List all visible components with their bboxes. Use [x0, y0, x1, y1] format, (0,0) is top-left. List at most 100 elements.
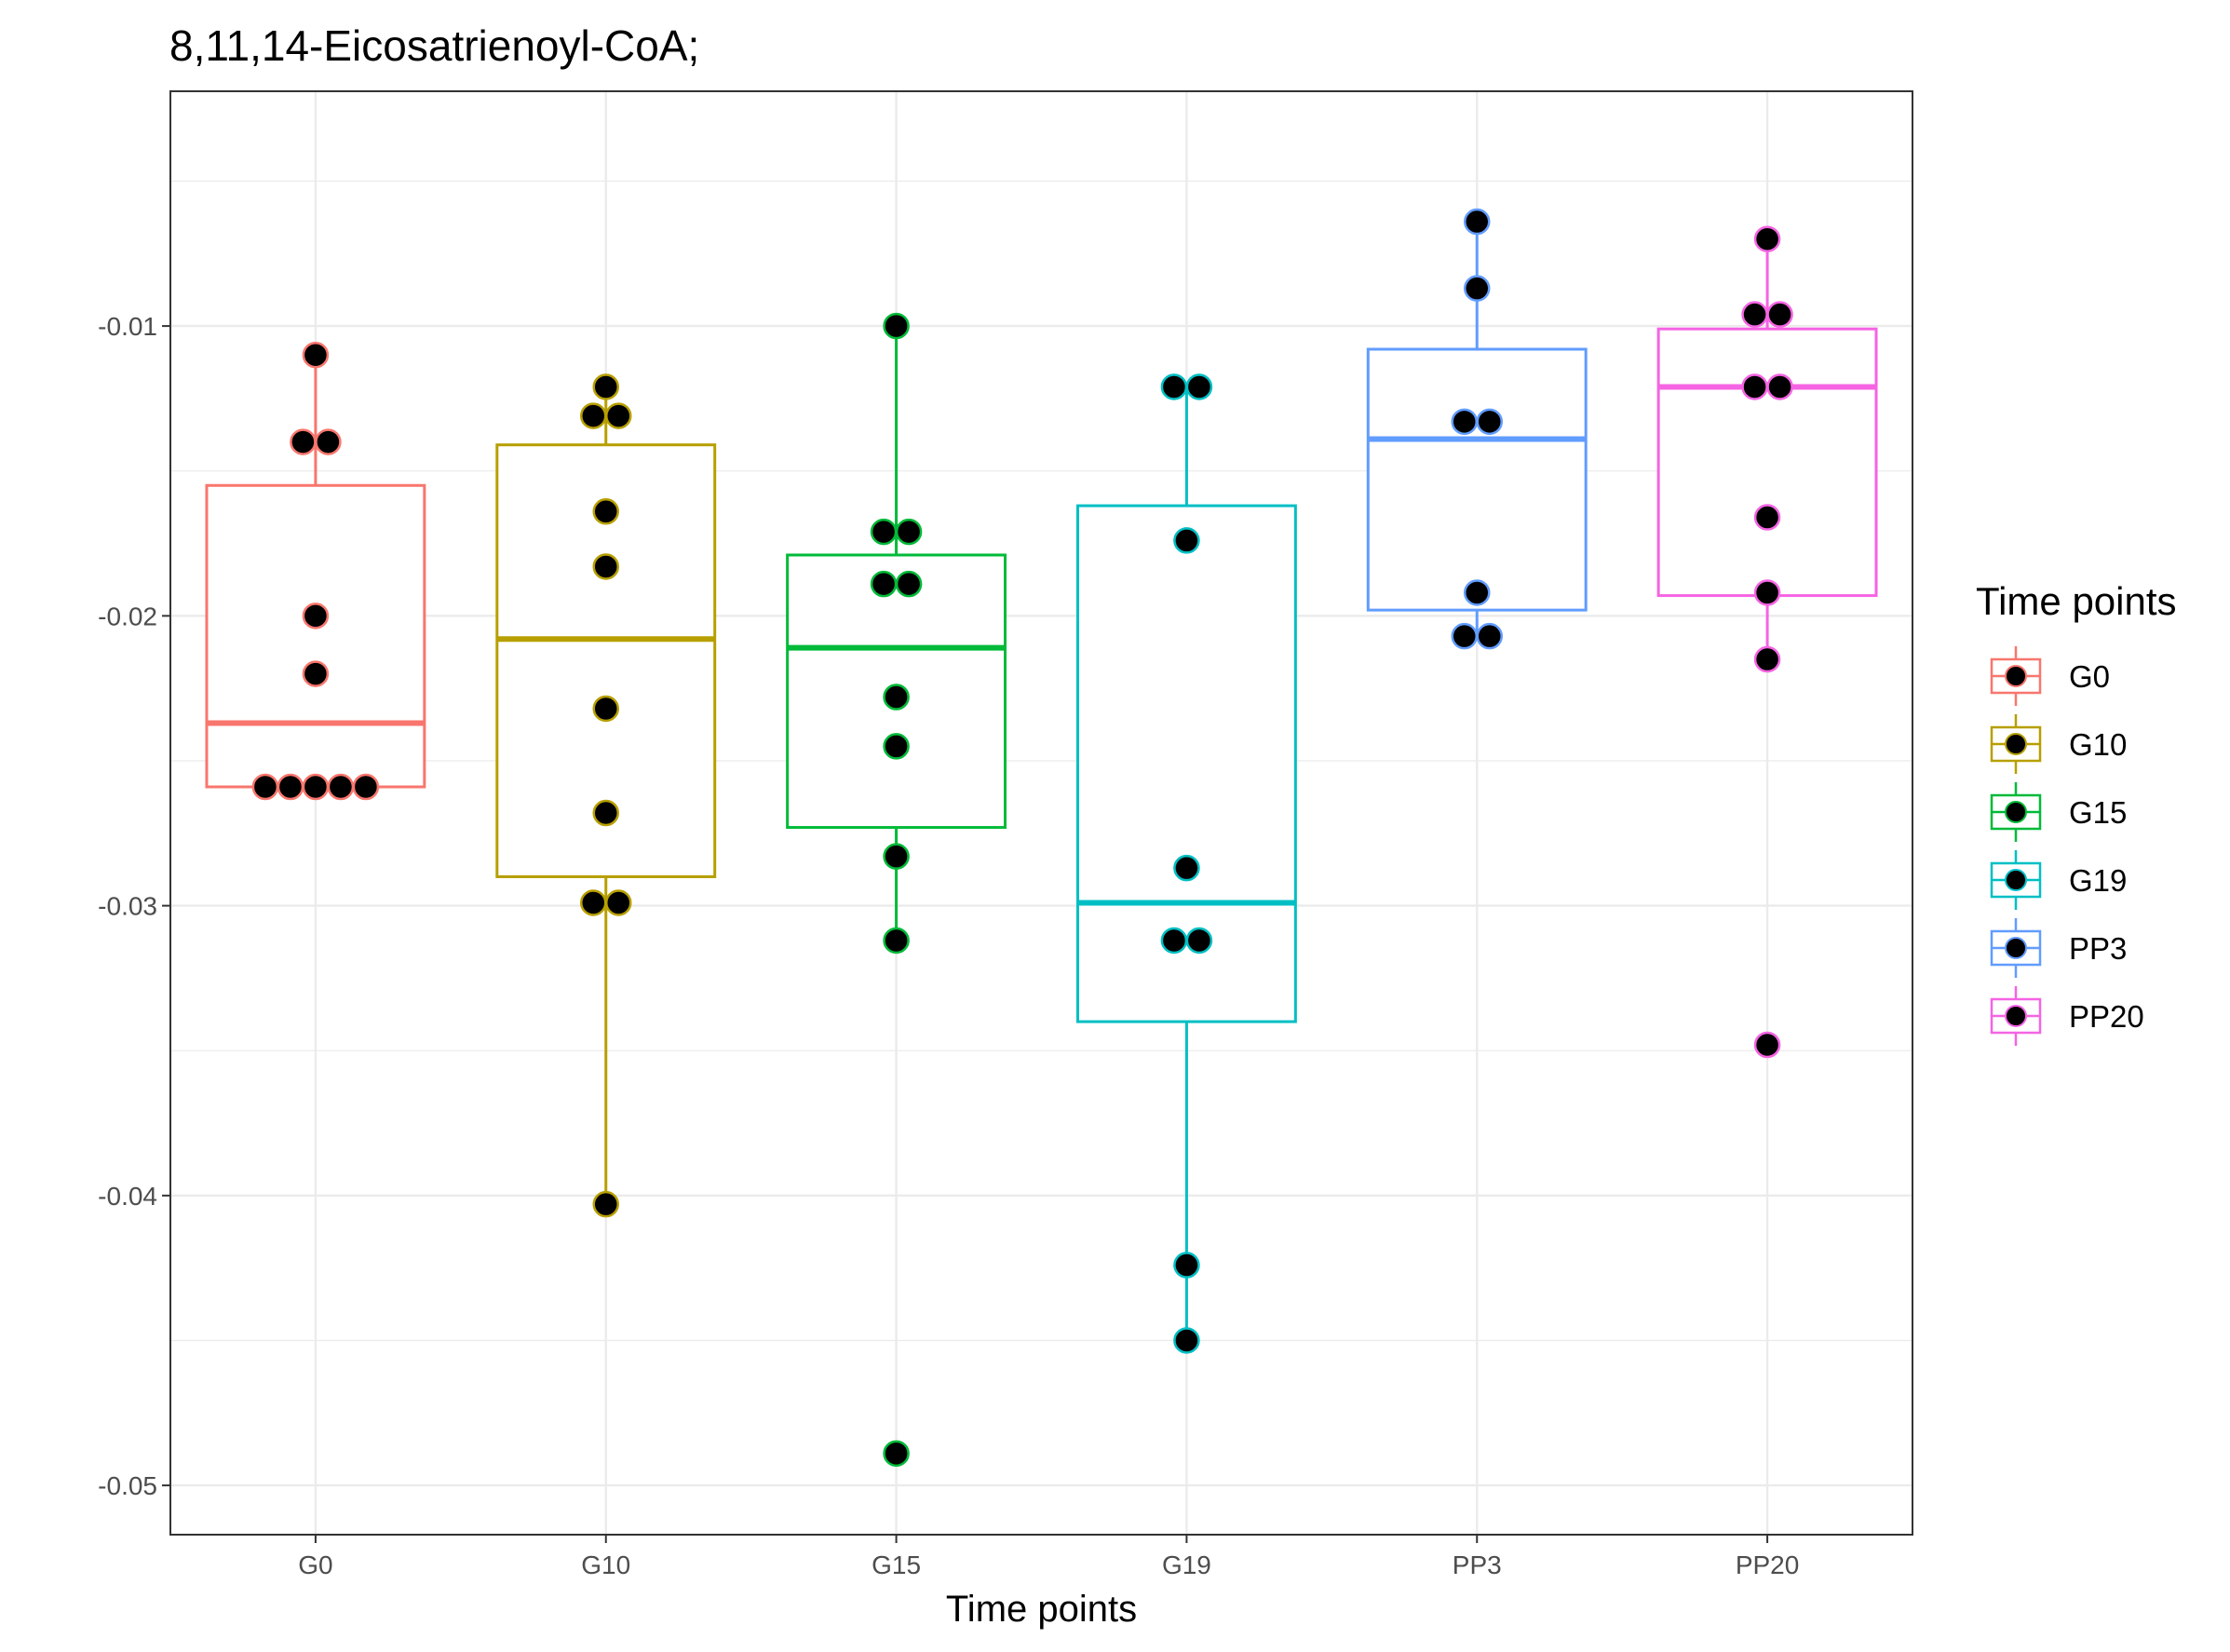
data-point-g10 — [592, 373, 619, 400]
box-iqr — [1366, 347, 1588, 612]
data-point-pp20 — [1766, 301, 1793, 328]
data-point-g0 — [352, 773, 380, 801]
data-point-g10 — [592, 553, 619, 580]
legend-label: G0 — [2069, 659, 2110, 694]
data-point-g10 — [605, 889, 632, 916]
x-tick-label: G0 — [298, 1550, 332, 1579]
data-point-g0 — [302, 603, 330, 630]
data-point-g15 — [895, 570, 923, 598]
data-point-g15 — [883, 1440, 910, 1468]
data-point-pp20 — [1753, 645, 1781, 673]
data-point-g15 — [870, 518, 898, 546]
data-point-g15 — [883, 312, 910, 340]
data-point-pp20 — [1753, 225, 1781, 252]
data-point-g10 — [592, 498, 619, 525]
data-point-g15 — [883, 927, 910, 955]
legend-label: G19 — [2069, 863, 2127, 898]
data-point-pp20 — [1741, 373, 1768, 400]
legend-key-point — [2005, 1005, 2027, 1027]
legend-item-pp3: PP3 — [1990, 918, 2127, 978]
data-point-g10 — [592, 695, 619, 723]
legend-label: G15 — [2069, 795, 2127, 830]
box-pp20 — [1656, 238, 1878, 660]
legend-item-g19: G19 — [1990, 850, 2127, 910]
data-point-g15 — [883, 733, 910, 760]
box-g0 — [205, 355, 426, 789]
data-point-pp20 — [1753, 1031, 1781, 1059]
data-point-g10 — [605, 402, 632, 429]
data-point-g19 — [1160, 373, 1188, 400]
legend-key-point — [2005, 665, 2027, 687]
data-point-g10 — [592, 1190, 619, 1218]
box-iqr — [205, 483, 426, 789]
y-tick-label: -0.02 — [98, 602, 157, 630]
y-tick-label: -0.01 — [98, 312, 157, 341]
legend-label: PP20 — [2069, 999, 2144, 1034]
data-point-g15 — [895, 518, 923, 546]
legend-item-pp20: PP20 — [1990, 986, 2144, 1046]
box-g19 — [1075, 386, 1297, 1341]
legend-label: G10 — [2069, 727, 2127, 762]
plot-panel-border — [169, 90, 1913, 1536]
data-point-pp3 — [1464, 208, 1491, 236]
data-point-g15 — [870, 570, 898, 598]
data-point-pp3 — [1464, 275, 1491, 302]
y-tick-label: -0.05 — [98, 1471, 157, 1500]
x-tick-label: G15 — [872, 1550, 921, 1579]
legend-key-point — [2005, 937, 2027, 959]
data-point-pp3 — [1451, 622, 1478, 650]
data-point-g19 — [1185, 373, 1213, 400]
data-point-g15 — [883, 843, 910, 870]
data-point-pp3 — [1476, 622, 1503, 650]
data-point-pp20 — [1766, 373, 1793, 400]
data-point-g19 — [1185, 927, 1213, 955]
x-tick-label: G10 — [581, 1550, 630, 1579]
data-point-g0 — [251, 773, 279, 801]
plot-panel-background — [170, 91, 1912, 1535]
data-point-g0 — [302, 341, 330, 369]
legend-title: Time points — [1976, 579, 2177, 623]
y-axis: -0.05 -0.04 -0.03 -0.02 -0.01 — [98, 312, 170, 1500]
data-point-g19 — [1173, 854, 1200, 882]
data-point-g0 — [315, 428, 342, 455]
data-point-pp20 — [1741, 301, 1768, 328]
data-point-pp3 — [1476, 408, 1503, 436]
legend-key-point — [2005, 801, 2027, 823]
grid-lines — [170, 91, 1912, 1535]
data-point-g15 — [883, 684, 910, 711]
legend-item-g10: G10 — [1990, 714, 2127, 774]
legend-item-g0: G0 — [1990, 646, 2110, 706]
data-point-g19 — [1173, 1327, 1200, 1354]
legend-key-point — [2005, 733, 2027, 755]
y-tick-label: -0.04 — [98, 1182, 157, 1211]
data-point-g0 — [290, 428, 317, 455]
box-iqr — [1075, 504, 1297, 1023]
data-point-g19 — [1173, 527, 1200, 554]
x-tick-label: G19 — [1162, 1550, 1211, 1579]
legend-item-g15: G15 — [1990, 782, 2127, 842]
box-pp3 — [1366, 222, 1588, 637]
x-axis: G0 G10 G15 G19 PP3 PP20 — [298, 1535, 1799, 1579]
data-points — [251, 208, 1793, 1468]
data-point-pp3 — [1451, 408, 1478, 436]
box-iqr — [1656, 327, 1878, 598]
legend: Time points G0 G10 G15 G19 PP3 PP20 — [1976, 579, 2177, 1046]
data-point-g10 — [592, 799, 619, 827]
x-axis-title: Time points — [946, 1589, 1137, 1630]
data-point-pp20 — [1753, 579, 1781, 606]
x-tick-label: PP3 — [1453, 1550, 1502, 1579]
data-point-g0 — [327, 773, 355, 801]
data-point-g19 — [1160, 927, 1188, 955]
legend-label: PP3 — [2069, 931, 2127, 966]
x-tick-label: PP20 — [1736, 1550, 1800, 1579]
chart-title: 8,11,14-Eicosatrienoyl-CoA; — [169, 21, 699, 70]
legend-key-point — [2005, 869, 2027, 891]
data-point-g10 — [580, 889, 607, 916]
data-point-g0 — [302, 773, 330, 801]
data-point-g19 — [1173, 1252, 1200, 1279]
data-point-g0 — [302, 660, 330, 687]
data-point-pp3 — [1464, 579, 1491, 606]
data-point-pp20 — [1753, 504, 1781, 531]
data-point-g10 — [580, 402, 607, 429]
